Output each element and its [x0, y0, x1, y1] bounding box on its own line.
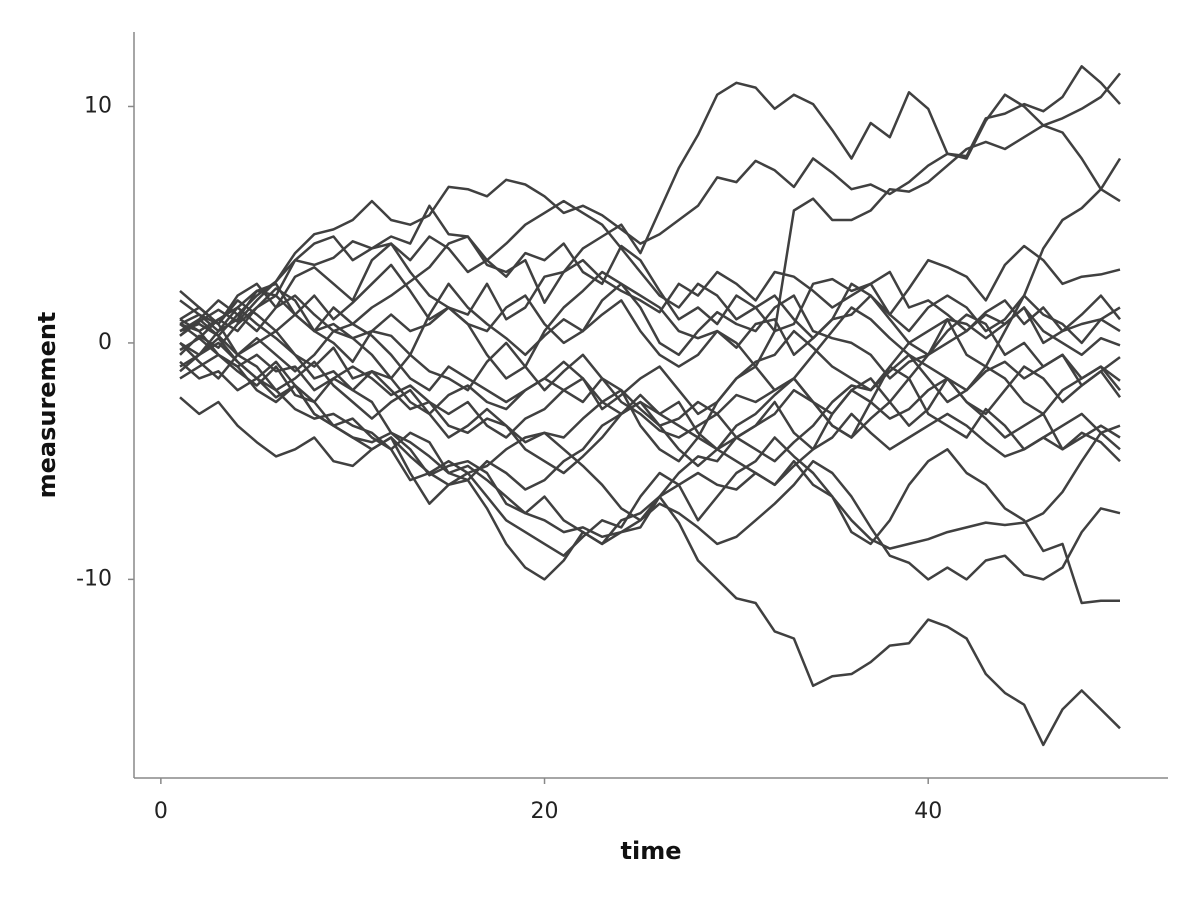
x-tick-label: 40 [914, 799, 942, 824]
x-axis-title: time [621, 837, 682, 865]
series-line [179, 294, 1121, 416]
series-line [179, 244, 1121, 340]
series-line [179, 157, 1122, 439]
series-line [179, 124, 1121, 463]
series-line [179, 336, 1121, 451]
series-line [179, 318, 1120, 605]
series-line [179, 396, 1121, 581]
series-line [179, 282, 1121, 364]
series-line [179, 313, 1121, 581]
y-tick-label: -10 [76, 566, 112, 591]
series-line [179, 360, 1121, 491]
series-line [179, 235, 1121, 333]
series-line [179, 65, 1121, 338]
y-tick-label: 0 [98, 330, 112, 355]
series-line [179, 270, 1121, 392]
x-tick-label: 0 [154, 799, 168, 824]
x-tick-label: 20 [531, 799, 559, 824]
series-line [179, 329, 1121, 416]
series-line [179, 72, 1121, 337]
y-axis-title: measurement [33, 312, 61, 499]
series-line [179, 242, 1121, 463]
y-tick-label: 10 [84, 93, 112, 118]
series-line [179, 199, 1121, 345]
